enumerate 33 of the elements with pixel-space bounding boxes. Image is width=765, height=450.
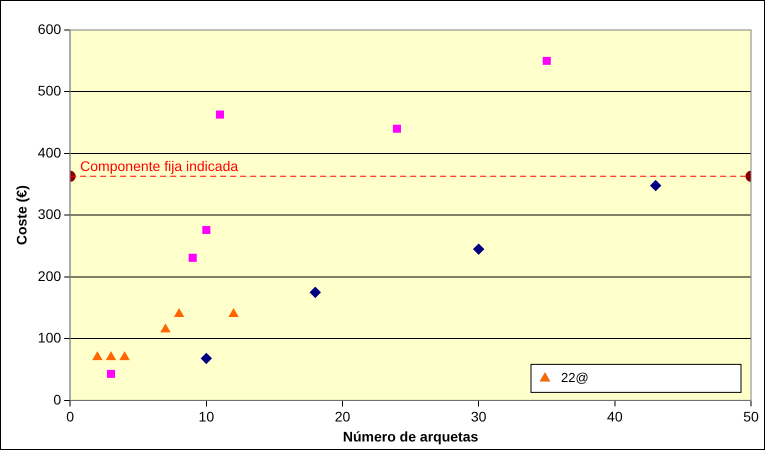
y-tick-label: 500 (38, 82, 62, 99)
point (174, 308, 184, 317)
point (188, 254, 197, 262)
x-tick-label: 20 (334, 408, 350, 425)
point (200, 352, 212, 364)
x-tick-label: 10 (198, 408, 214, 425)
point (650, 180, 662, 192)
point (310, 286, 321, 298)
point (392, 124, 401, 133)
point (106, 352, 116, 360)
point (106, 370, 116, 378)
y-tick-label: 400 (38, 144, 62, 160)
x-tick-label: 50 (743, 408, 759, 425)
point (202, 226, 210, 234)
ref-line-label: Componente fija indicada (80, 158, 238, 174)
point (473, 244, 484, 255)
y-tick-label: 200 (38, 268, 62, 284)
y-tick-label: 600 (38, 20, 62, 37)
point (92, 352, 102, 360)
point (542, 56, 551, 65)
point (160, 324, 170, 332)
x-tick-label: 30 (470, 408, 487, 425)
point (120, 352, 130, 360)
y-tick-label: 0 (53, 391, 62, 408)
legend-label: 22@ (561, 370, 589, 385)
x-axis-title: Número de arquetas (342, 428, 478, 444)
point (216, 110, 224, 119)
point (228, 308, 238, 317)
x-tick-label: 40 (607, 408, 623, 425)
y-tick-label: 300 (38, 206, 62, 222)
y-tick-label: 100 (38, 330, 62, 346)
x-tick-label: 0 (66, 408, 74, 425)
y-axis-title: Coste (€) (13, 185, 30, 246)
